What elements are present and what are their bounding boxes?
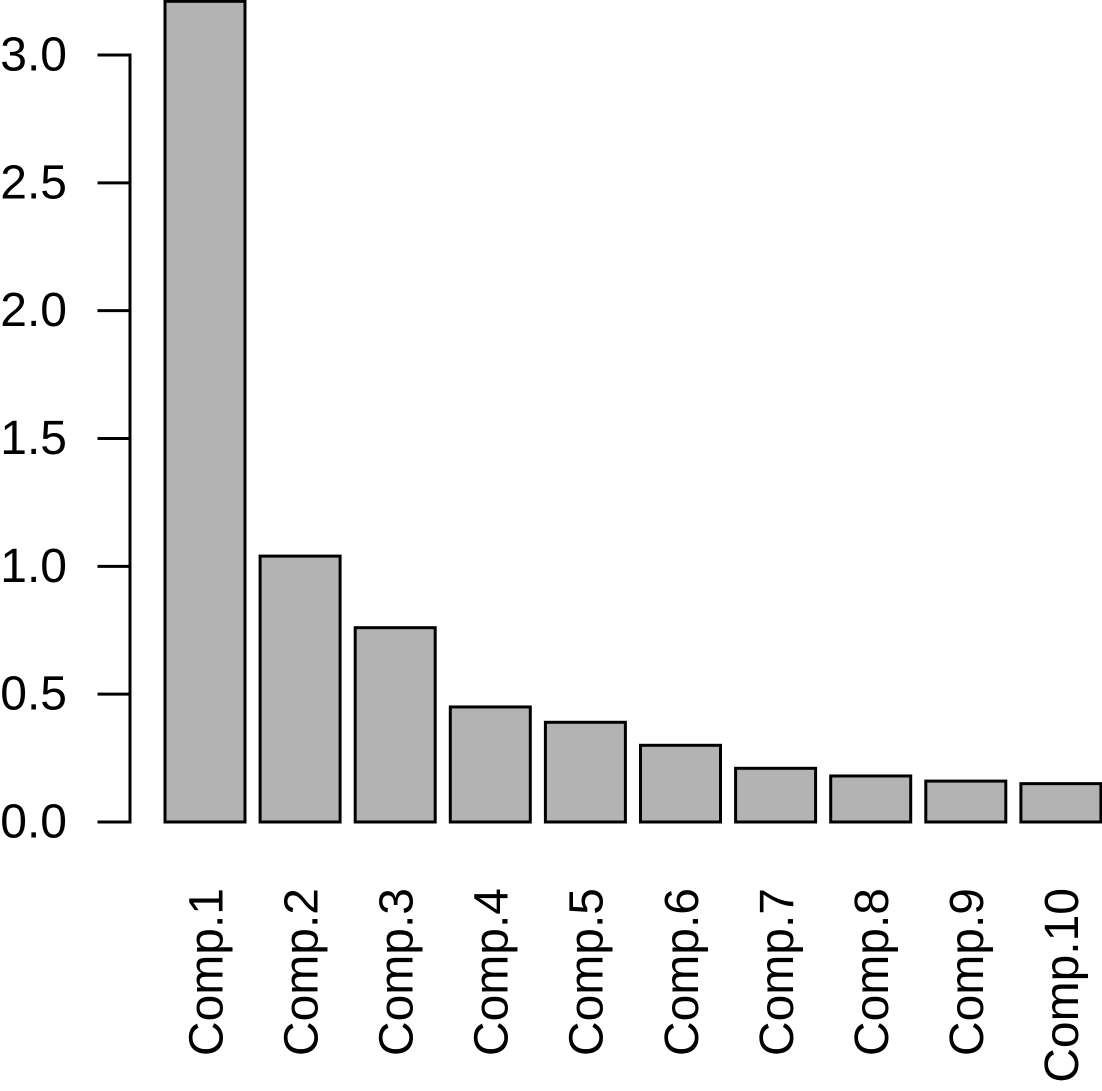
bar-comp-5 (543, 720, 627, 824)
bar-comp-7 (734, 766, 818, 824)
x-axis-category-label: Comp.1 (180, 888, 233, 1056)
y-axis-tick-label: 2.5 (0, 156, 67, 209)
y-axis-tick-label: 1.0 (0, 540, 67, 593)
bar-comp-4 (448, 705, 532, 824)
bar-comp-9 (924, 779, 1008, 824)
x-axis-category-label: Comp.9 (941, 888, 994, 1056)
bar-comp-6 (639, 743, 722, 824)
x-axis-category-label: Comp.6 (656, 888, 709, 1056)
y-axis-tick-label: 2.0 (0, 284, 67, 337)
x-axis-category-label: Comp.5 (561, 888, 614, 1056)
x-axis-category-label: Comp.2 (275, 888, 328, 1056)
x-axis-category-label: Comp.7 (751, 888, 804, 1056)
bar-comp-2 (258, 554, 342, 824)
bar-comp-10 (1019, 782, 1102, 824)
x-axis-category-label: Comp.3 (370, 888, 423, 1056)
x-axis-category-label: Comp.4 (466, 888, 519, 1056)
y-axis-tick-label: 3.0 (0, 28, 67, 81)
x-axis-category-label: Comp.8 (846, 888, 899, 1056)
bar-comp-8 (829, 774, 913, 824)
bar-comp-1 (163, 0, 247, 824)
y-axis-tick-label: 0.5 (0, 668, 67, 721)
x-axis-category-label: Comp.10 (1036, 888, 1089, 1083)
bar-comp-3 (353, 626, 437, 824)
y-axis-tick-label: 0.0 (0, 796, 67, 849)
y-axis-tick-label: 1.5 (0, 412, 67, 465)
